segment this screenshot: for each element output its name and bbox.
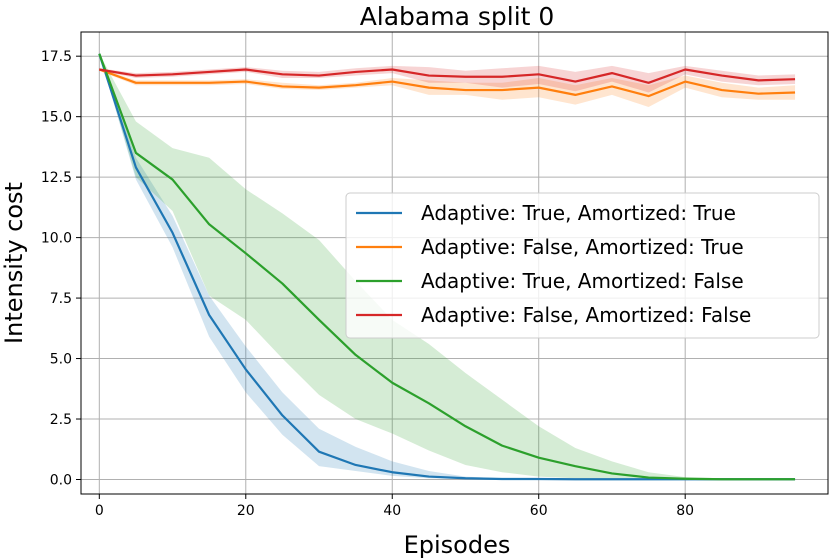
line-series-3 <box>98 53 796 481</box>
x-tick-label: 20 <box>237 503 255 519</box>
x-tick-label: 0 <box>95 503 104 519</box>
line-series-2 <box>98 68 796 98</box>
legend-label-1: Adaptive: True, Amortized: True <box>421 201 736 225</box>
y-tick-label: 12.5 <box>41 170 72 186</box>
y-tick-label: 2.5 <box>50 412 72 428</box>
y-axis-label: Intensity cost <box>0 182 28 344</box>
plot-frame <box>80 31 829 495</box>
x-tick-label: 80 <box>676 503 694 519</box>
y-tick-label: 15.0 <box>41 110 72 126</box>
series-lines <box>98 53 796 481</box>
x-axis-label: Episodes <box>404 531 511 559</box>
y-axis-ticks: 0.0 2.5 5.0 7.5 10.0 12.5 15.0 17.5 <box>41 49 81 488</box>
legend-label-4: Adaptive: False, Amortized: False <box>421 303 751 327</box>
band-series-2 <box>99 68 796 107</box>
line-series-4 <box>99 68 796 84</box>
x-tick-label: 60 <box>530 503 548 519</box>
legend-label-3: Adaptive: True, Amortized: False <box>421 269 744 293</box>
x-tick-label: 40 <box>383 503 401 519</box>
legend-label-2: Adaptive: False, Amortized: True <box>421 235 744 259</box>
y-tick-label: 10.0 <box>41 231 72 247</box>
legend: Adaptive: True, Amortized: True Adaptive:… <box>345 192 820 339</box>
y-tick-label: 17.5 <box>41 49 72 65</box>
y-tick-label: 0.0 <box>50 472 72 488</box>
y-tick-label: 7.5 <box>50 291 72 307</box>
y-tick-label: 5.0 <box>50 352 72 368</box>
legend-box <box>345 192 820 339</box>
x-axis-ticks: 0 20 40 60 80 <box>95 494 694 519</box>
chart-title: Alabama split 0 <box>360 2 555 31</box>
band-series-3 <box>99 53 796 480</box>
